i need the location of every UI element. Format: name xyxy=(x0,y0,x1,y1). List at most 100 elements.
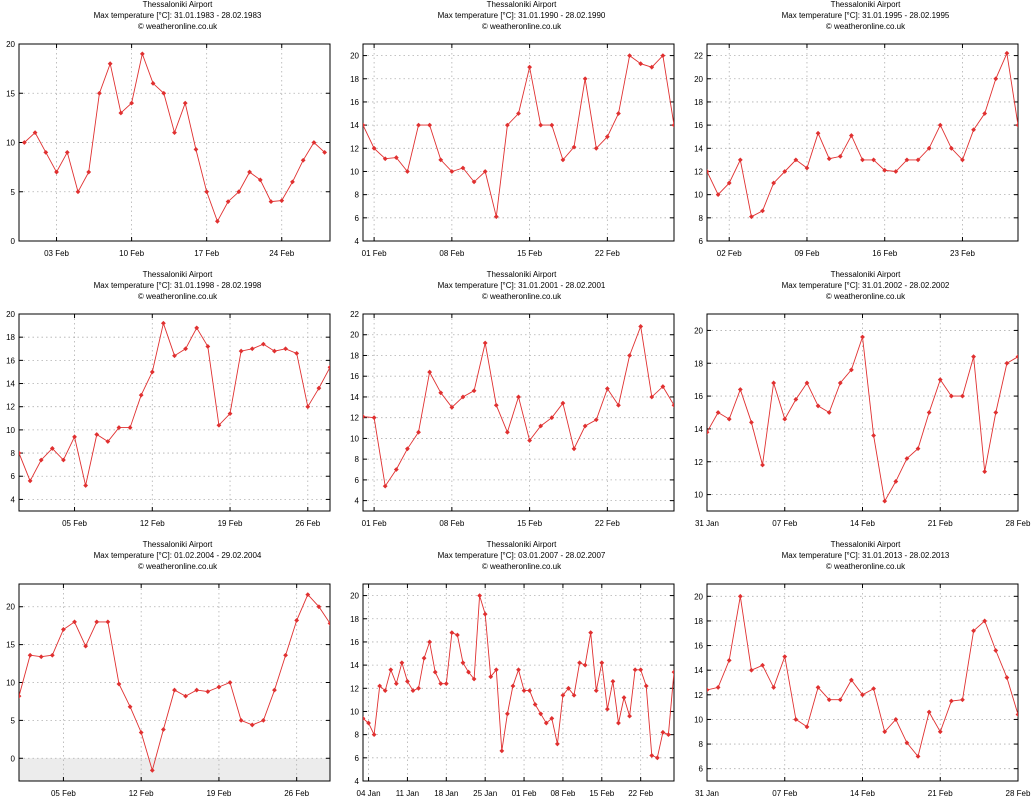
data-point xyxy=(471,179,477,185)
data-point xyxy=(421,655,427,661)
data-point xyxy=(616,402,621,408)
data-point xyxy=(149,767,155,773)
data-point xyxy=(105,619,111,625)
data-point xyxy=(214,218,220,224)
y-tick-label: 10 xyxy=(6,679,15,688)
data-point xyxy=(737,387,743,392)
data-point xyxy=(993,76,999,82)
data-point xyxy=(793,717,799,722)
x-tick-label: 22 Feb xyxy=(628,789,653,798)
data-point xyxy=(860,157,865,163)
y-tick-label: 14 xyxy=(350,121,359,130)
data-point xyxy=(915,753,921,759)
chart-svg: Thessaloniki Airport Max temperature [°C]… xyxy=(350,0,675,258)
y-tick-label: 10 xyxy=(6,139,15,148)
data-point xyxy=(971,354,976,360)
data-point xyxy=(377,683,383,689)
data-point xyxy=(139,51,145,57)
data-point xyxy=(427,369,433,375)
data-point xyxy=(316,604,322,610)
data-point xyxy=(577,660,582,666)
data-point xyxy=(410,688,416,694)
data-point xyxy=(549,122,555,128)
data-point xyxy=(982,469,988,474)
x-tick-label: 08 Feb xyxy=(439,519,464,528)
data-point xyxy=(27,652,33,658)
y-tick-label: 20 xyxy=(6,603,15,612)
data-point xyxy=(782,654,788,660)
data-point xyxy=(471,388,477,394)
data-point xyxy=(560,400,566,406)
plot-frame xyxy=(706,43,1019,242)
data-point xyxy=(837,380,843,386)
data-point xyxy=(471,676,477,682)
data-point xyxy=(182,100,188,106)
y-tick-label: 18 xyxy=(350,615,359,624)
data-point xyxy=(993,648,999,653)
data-point xyxy=(538,122,544,128)
data-point xyxy=(105,439,111,444)
chart-title-line-1: Thessaloniki Airport xyxy=(487,270,558,279)
data-point xyxy=(138,392,144,398)
data-point xyxy=(782,416,788,422)
x-tick-label: 31 Jan xyxy=(695,789,719,798)
chart-title-line-3: © weatheronline.co.uk xyxy=(138,292,218,301)
chart-title-line-3: © weatheronline.co.uk xyxy=(826,292,906,301)
data-point xyxy=(582,662,588,668)
data-point xyxy=(993,410,999,415)
chart-panel-6: Thessaloniki Airport Max temperature [°C]… xyxy=(688,270,1032,540)
y-tick-label: 0 xyxy=(11,754,16,763)
data-point xyxy=(848,367,854,373)
y-tick-label: 14 xyxy=(6,380,15,389)
data-point xyxy=(183,693,189,699)
data-point xyxy=(538,423,544,429)
y-tick-label: 4 xyxy=(355,777,360,786)
data-point xyxy=(416,429,421,435)
data-point xyxy=(327,364,330,370)
chart-title-line-1: Thessaloniki Airport xyxy=(143,0,214,9)
chart-title-line-2: Max temperature [°C]: 31.01.2002 - 28.02… xyxy=(782,281,950,290)
y-tick-label: 14 xyxy=(350,393,359,402)
data-point xyxy=(826,697,832,703)
x-tick-label: 05 Feb xyxy=(62,519,87,528)
x-tick-label: 28 Feb xyxy=(1006,519,1031,528)
y-tick-label: 16 xyxy=(694,121,703,130)
data-point xyxy=(247,169,252,175)
data-point xyxy=(194,325,200,331)
y-tick-label: 0 xyxy=(11,237,16,246)
data-point xyxy=(172,687,177,693)
chart-title-line-2: Max temperature [°C]: 03.01.2007 - 28.02… xyxy=(438,551,606,560)
data-point xyxy=(94,619,100,625)
data-point xyxy=(638,667,644,673)
data-point xyxy=(172,353,177,359)
data-point xyxy=(371,732,377,738)
below-zero-area xyxy=(19,758,330,781)
x-tick-label: 22 Feb xyxy=(595,519,620,528)
data-point xyxy=(227,680,233,685)
x-tick-label: 26 Feb xyxy=(284,789,309,798)
chart-title-line-1: Thessaloniki Airport xyxy=(831,540,902,549)
chart-panel-1: Thessaloniki Airport Max temperature [°C]… xyxy=(0,0,344,270)
data-point xyxy=(127,425,133,430)
data-point xyxy=(118,110,124,116)
data-point xyxy=(948,698,954,704)
data-point xyxy=(610,678,616,684)
data-point xyxy=(477,593,483,598)
data-point xyxy=(571,446,577,452)
data-point xyxy=(371,415,377,421)
data-point xyxy=(960,697,965,703)
data-point xyxy=(726,416,732,422)
data-point xyxy=(638,324,644,329)
x-tick-label: 07 Feb xyxy=(772,789,797,798)
chart-title-line-1: Thessaloniki Airport xyxy=(487,0,558,9)
chart-svg: Thessaloniki Airport Max temperature [°C]… xyxy=(6,270,331,528)
chart-title-line-3: © weatheronline.co.uk xyxy=(138,562,218,571)
data-point xyxy=(1004,50,1010,56)
data-point xyxy=(83,643,89,649)
chart-panel-8: Thessaloniki Airport Max temperature [°C]… xyxy=(344,540,688,810)
y-tick-label: 20 xyxy=(694,75,703,84)
data-point xyxy=(826,410,832,415)
chart-title-line-2: Max temperature [°C]: 31.01.1990 - 28.02… xyxy=(438,11,606,20)
data-point xyxy=(749,667,754,673)
